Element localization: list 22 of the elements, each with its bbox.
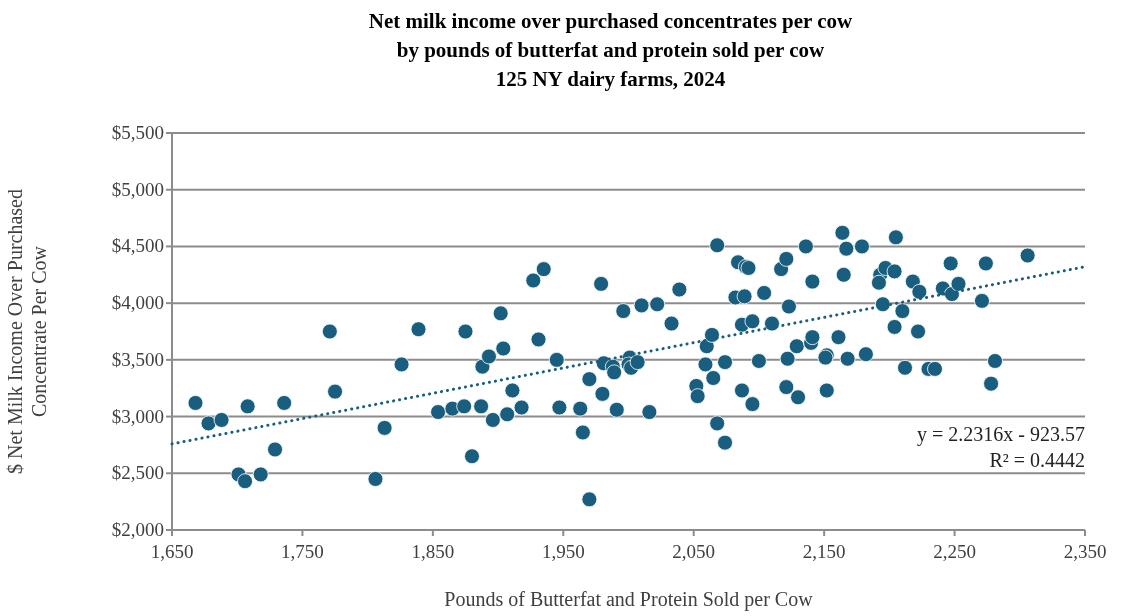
chart-subtitle: 125 NY dairy farms, 2024 (495, 67, 726, 91)
x-tick-label: 2,350 (1063, 541, 1107, 562)
x-tick-label: 1,750 (281, 541, 324, 562)
annotation: R² = 0.4442 (989, 449, 1085, 471)
y-tick-label: $2,500 (111, 462, 164, 484)
x-tick-label: 1,850 (411, 541, 455, 562)
x-tick-label: 2,150 (802, 541, 846, 562)
annotation: y = 2.2316x - 923.57 (917, 423, 1085, 446)
chart-title: Net milk income over purchased concentrates per cow by pounds of butterfat and protein sold per cow (368, 9, 854, 62)
y-axis-title: $ Net Milk Income Over Purchased Concentrate Per Cow (4, 189, 50, 474)
y-tick-label: $5,000 (111, 178, 164, 200)
y-tick-label: $4,000 (111, 292, 164, 314)
y-tick-label: $2,000 (111, 519, 164, 540)
y-tick-label: $5,500 (111, 122, 164, 143)
y-tick-label: $4,500 (111, 235, 164, 257)
x-tick-label: 2,250 (933, 541, 976, 562)
x-tick-label: 1,650 (150, 541, 194, 562)
x-tick-label: 1,950 (541, 541, 585, 562)
y-tick-label: $3,000 (111, 405, 164, 427)
x-tick-label: 2,050 (672, 541, 716, 562)
x-axis-title: Pounds of Butterfat and Protein Sold per Cow (444, 588, 814, 611)
y-tick-label: $3,500 (111, 348, 164, 370)
